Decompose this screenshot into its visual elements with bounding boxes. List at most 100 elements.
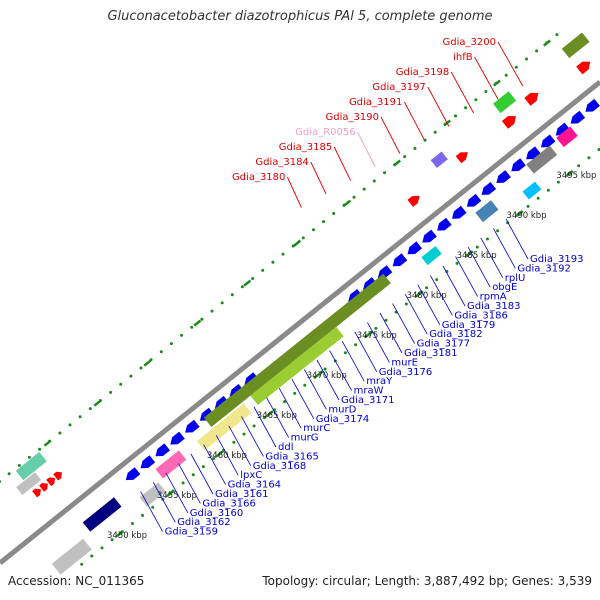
guide-dot — [322, 220, 326, 224]
leader-line — [354, 331, 378, 372]
guide-dot — [212, 457, 216, 460]
reverse-gene-label: Gdia_3162 — [177, 517, 230, 528]
leader-line — [310, 161, 327, 195]
cds-block-green — [250, 326, 344, 405]
reverse-gene-label: Gdia_3179 — [442, 320, 495, 331]
guide-dot — [484, 90, 488, 93]
reverse-gene-arrow — [511, 158, 526, 172]
cds-block-olive — [203, 273, 391, 427]
major-tick-mark — [393, 159, 401, 167]
reverse-gene-label: murG — [291, 433, 319, 444]
forward-gene-arrow — [32, 488, 41, 498]
reverse-gene-arrow — [466, 193, 482, 207]
cds-block-teal — [15, 452, 47, 481]
leader-line — [493, 228, 516, 269]
guide-dot — [230, 293, 234, 297]
major-tick-mark — [166, 490, 174, 498]
leader-line — [467, 247, 491, 288]
guide-dot — [90, 554, 94, 558]
map-title: Gluconacetobacter diazotrophicus PAl 5, … — [107, 9, 493, 24]
major-tick-mark — [315, 370, 324, 378]
reverse-gene-arrow — [585, 98, 600, 112]
dotted-guide-lines — [0, 33, 600, 566]
guide-dot — [435, 278, 439, 282]
reverse-gene-label: Gdia_3186 — [454, 310, 507, 321]
reverse-gene-label: rpmA — [480, 292, 507, 303]
guide-dot — [191, 473, 195, 477]
reverse-gene-label: Gdia_3160 — [190, 508, 243, 519]
guide-dot — [17, 464, 21, 467]
leader-line — [178, 463, 201, 504]
major-tick-mark — [293, 239, 302, 247]
guide-dot — [27, 455, 31, 459]
cds-block-grey — [139, 482, 166, 507]
tick-label: 3485 kbp — [457, 251, 497, 261]
reverse-gene-arrow — [185, 419, 200, 433]
reverse-gene-label: rplU — [505, 273, 526, 284]
major-tick-mark — [116, 530, 124, 538]
cds-block-grey — [16, 472, 42, 496]
reverse-gene-label: Gdia_3161 — [215, 489, 268, 500]
major-tick-mark — [93, 399, 102, 407]
major-tick-mark — [365, 330, 374, 338]
leader-line — [203, 444, 226, 485]
guide-dot — [496, 229, 500, 233]
cds-block-grey — [51, 538, 92, 575]
leader-line — [190, 453, 214, 495]
forward-gene-label: Gdia_3197 — [372, 82, 425, 93]
forward-gene-label: Gdia_3200 — [443, 37, 496, 48]
guide-dot — [403, 155, 407, 159]
gene-labels: Gdia_3200 ihfB Gdia_3198 Gdia_3197 Gdia_3191… — [165, 37, 584, 538]
forward-gene-arrow — [524, 92, 539, 106]
major-tick-mark — [515, 210, 524, 217]
reverse-gene-arrow — [437, 217, 452, 231]
cds-block-grey — [526, 145, 558, 174]
forward-gene-arrow — [576, 61, 591, 75]
guide-dot — [181, 481, 185, 485]
guide-dot — [200, 317, 204, 321]
guide-dot — [201, 465, 205, 469]
major-tick-mark — [565, 170, 574, 177]
tick-label: 3450 kbp — [107, 531, 147, 541]
guide-dot — [384, 318, 388, 322]
forward-gene-label: Gdia_3184 — [255, 157, 308, 168]
tick-label: 3455 kbp — [157, 491, 197, 501]
reverse-gene-label: murD — [328, 404, 356, 415]
forward-gene-label: Gdia_R0056 — [295, 127, 355, 138]
guide-dot — [130, 522, 134, 525]
guide-dot — [110, 538, 114, 542]
leader-line — [380, 116, 401, 154]
cds-block-cyan — [421, 246, 442, 266]
major-tick-mark — [243, 279, 252, 287]
guide-dot — [301, 236, 305, 240]
leader-line — [417, 284, 441, 325]
leader-line — [357, 131, 376, 168]
reverse-gene-label: Gdia_3181 — [404, 348, 457, 359]
guide-dot — [455, 261, 459, 265]
forward-gene-arrow — [53, 471, 62, 481]
guide-dot — [283, 400, 287, 404]
tick-label: 3470 kbp — [307, 371, 347, 381]
guide-dot — [293, 391, 297, 395]
guide-dot — [78, 415, 82, 419]
reverse-gene-arrow — [170, 431, 185, 445]
leader-line — [165, 472, 189, 513]
leader-line — [404, 294, 428, 335]
leader-line — [427, 86, 450, 127]
guide-dot — [68, 423, 72, 427]
guide-dot — [352, 195, 356, 199]
cds-block-pink — [155, 450, 187, 479]
leader-line — [291, 378, 315, 419]
reverse-gene-label: Gdia_3168 — [253, 461, 306, 472]
guide-dot — [220, 301, 224, 305]
guide-dot — [372, 179, 376, 183]
guide-dot — [464, 106, 468, 110]
reverse-gene-label: Gdia_3164 — [228, 480, 281, 491]
guide-dot — [180, 333, 184, 337]
forward-gene-label: Gdia_3185 — [279, 142, 332, 153]
guide-dot — [129, 374, 133, 378]
guide-dot — [139, 366, 143, 370]
forward-gene-arrow — [39, 482, 48, 492]
leader-line — [505, 218, 529, 260]
